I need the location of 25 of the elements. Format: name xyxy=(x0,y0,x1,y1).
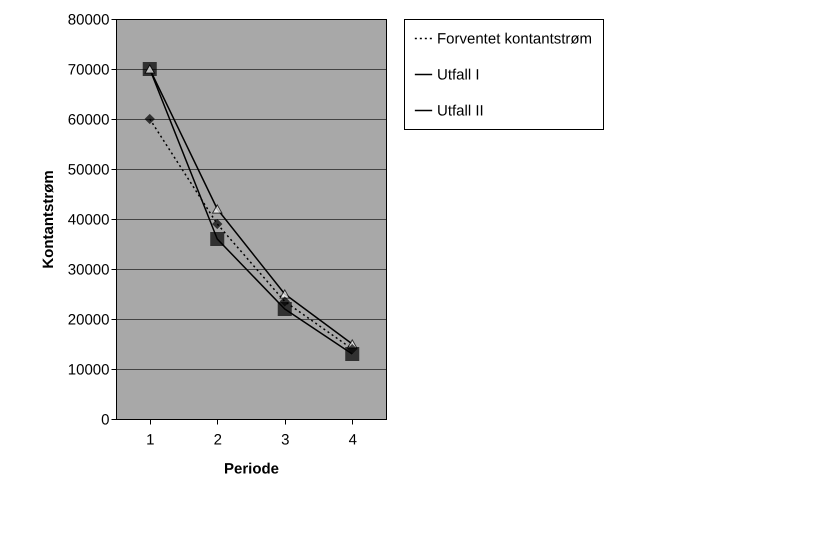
point xyxy=(280,289,290,299)
point xyxy=(212,219,222,229)
point xyxy=(278,302,292,316)
point xyxy=(212,204,222,214)
point xyxy=(280,296,290,306)
x-tick-label: 1 xyxy=(146,432,154,448)
x-tick-label: 4 xyxy=(348,432,357,448)
point xyxy=(144,114,155,124)
x-axis-title: Periode xyxy=(224,460,280,478)
legend-label: Forventet kontantstrøm xyxy=(437,30,592,48)
y-tick-label: 60000 xyxy=(68,112,110,128)
x-tick-label: 2 xyxy=(214,432,222,448)
y-axis-title: Kontantstrøm xyxy=(40,170,57,269)
y-tick-label: 20000 xyxy=(68,312,110,328)
x-tick-label: 3 xyxy=(281,432,290,448)
y-tick-label: 80000 xyxy=(68,12,110,28)
legend-label: Utfall I xyxy=(437,66,480,84)
legend-label: Utfall II xyxy=(437,102,484,120)
y-tick-label: 70000 xyxy=(68,62,110,78)
point xyxy=(210,232,224,246)
y-tick-label: 40000 xyxy=(68,212,110,228)
y-tick-label: 10000 xyxy=(68,362,110,378)
y-tick-label: 50000 xyxy=(68,162,110,178)
y-tick-label: 30000 xyxy=(68,262,110,278)
y-tick-label: 0 xyxy=(101,412,110,428)
